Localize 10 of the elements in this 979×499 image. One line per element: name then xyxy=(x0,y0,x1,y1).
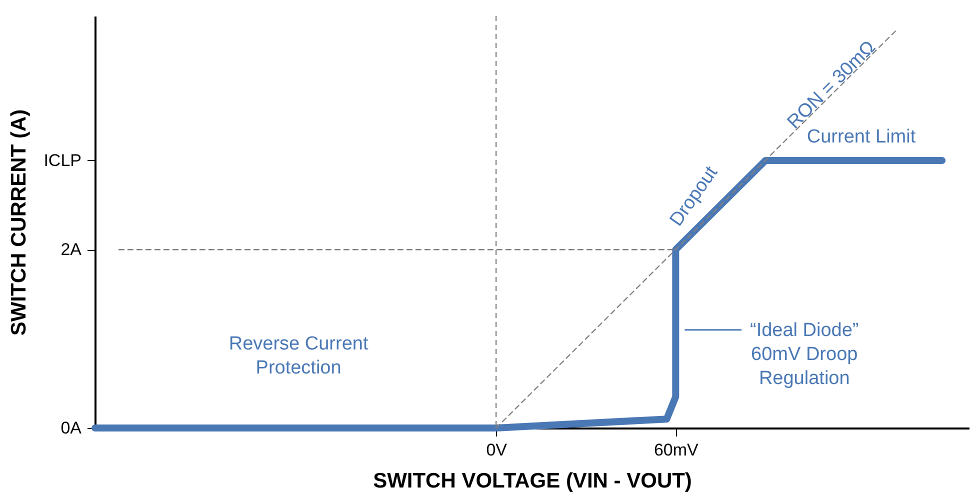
y-tick-label: 2A xyxy=(60,240,82,260)
x-axis-title: SWITCH VOLTAGE (VIN - VOUT) xyxy=(373,470,692,492)
y-tick-label: 0A xyxy=(60,418,82,438)
annotation: “Ideal Diode” 60mV Droop Regulation xyxy=(750,320,859,389)
y-axis-title: SWITCH CURRENT (A) xyxy=(8,109,31,336)
x-tick-label: 60mV xyxy=(654,440,700,460)
y-tick-label: ICLP xyxy=(44,150,82,170)
x-tick-label: 0V xyxy=(486,440,508,460)
annotation: Current Limit xyxy=(806,126,916,148)
annotation: Reverse Current Protection xyxy=(228,333,369,378)
